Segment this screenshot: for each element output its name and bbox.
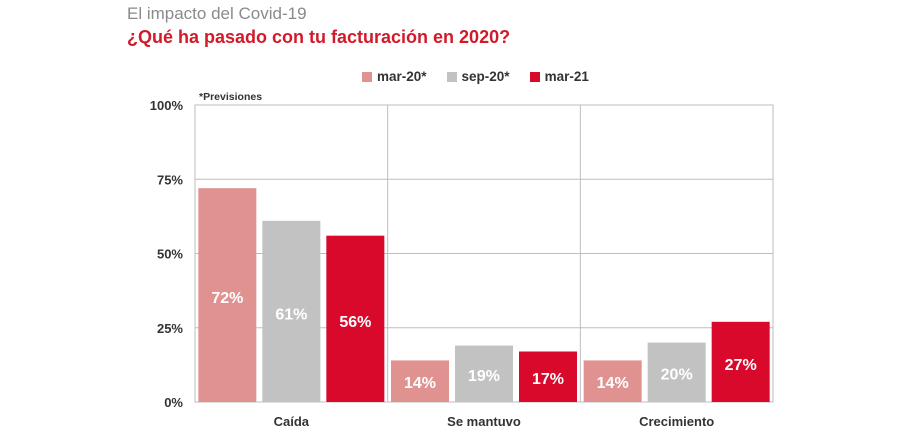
bar-mar21-0	[326, 235, 385, 402]
legend-swatch-mar-21	[529, 71, 540, 82]
x-category-label: Se mantuvo	[447, 414, 521, 429]
chart-kicker: El impacto del Covid-19	[127, 4, 307, 23]
bar-value-label: 20%	[661, 366, 693, 383]
x-category-label: Crecimiento	[639, 414, 714, 429]
legend-label-sep-20: sep-20*	[461, 69, 510, 84]
bar-mar20-2	[583, 360, 642, 402]
legend: mar-20* sep-20* mar-21	[362, 69, 589, 84]
legend-item-mar-20: mar-20*	[362, 69, 427, 84]
bar-sep20-1	[455, 345, 513, 402]
bar-sep20-2	[647, 342, 706, 402]
bar-value-label: 27%	[725, 357, 757, 374]
bar-mar21-2	[711, 321, 770, 402]
bar-mar20-1	[391, 360, 449, 402]
legend-label-mar-20: mar-20*	[377, 69, 427, 84]
legend-swatch-sep-20	[446, 71, 457, 82]
legend-item-mar-21: mar-21	[529, 69, 589, 84]
bar-sep20-0	[262, 220, 321, 402]
bar-value-label: 56%	[339, 314, 371, 331]
y-tick-label-0: 0%	[164, 395, 183, 410]
y-tick-label-75: 75%	[157, 172, 183, 187]
bar-value-label: 19%	[468, 368, 500, 385]
bar-value-label: 14%	[404, 375, 436, 392]
forecast-note: *Previsiones	[199, 91, 263, 103]
bar-mar20-0	[198, 188, 257, 402]
y-tick-label-100: 100%	[150, 98, 184, 113]
bar-value-label: 72%	[211, 290, 243, 307]
legend-swatch-mar-20	[362, 71, 372, 82]
legend-item-sep-20: sep-20*	[446, 69, 510, 84]
chart-title: ¿Qué ha pasado con tu facturación en 202…	[127, 27, 511, 47]
bar-value-label: 14%	[597, 375, 629, 392]
y-tick-label-50: 50%	[157, 247, 183, 262]
y-tick-label-25: 25%	[157, 321, 183, 336]
x-category-label: Caída	[274, 414, 310, 429]
bar-value-label: 17%	[532, 371, 564, 388]
bar-value-label: 61%	[275, 306, 307, 323]
legend-label-mar-21: mar-21	[544, 69, 589, 84]
bar-mar21-1	[519, 351, 577, 402]
